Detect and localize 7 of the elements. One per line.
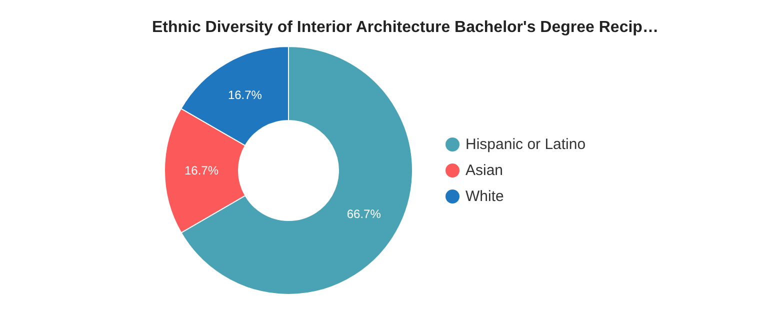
legend-label: Hispanic or Latino bbox=[466, 136, 586, 153]
data-label: 66.7% bbox=[346, 206, 382, 221]
data-label: 16.7% bbox=[184, 164, 219, 178]
legend-label: Asian bbox=[466, 162, 504, 179]
data-label: 16.7% bbox=[228, 88, 262, 102]
chart-title: Ethnic Diversity of Interior Architecture Bachelor's Degree Recip… bbox=[152, 19, 658, 36]
legend-label: White bbox=[466, 188, 504, 205]
